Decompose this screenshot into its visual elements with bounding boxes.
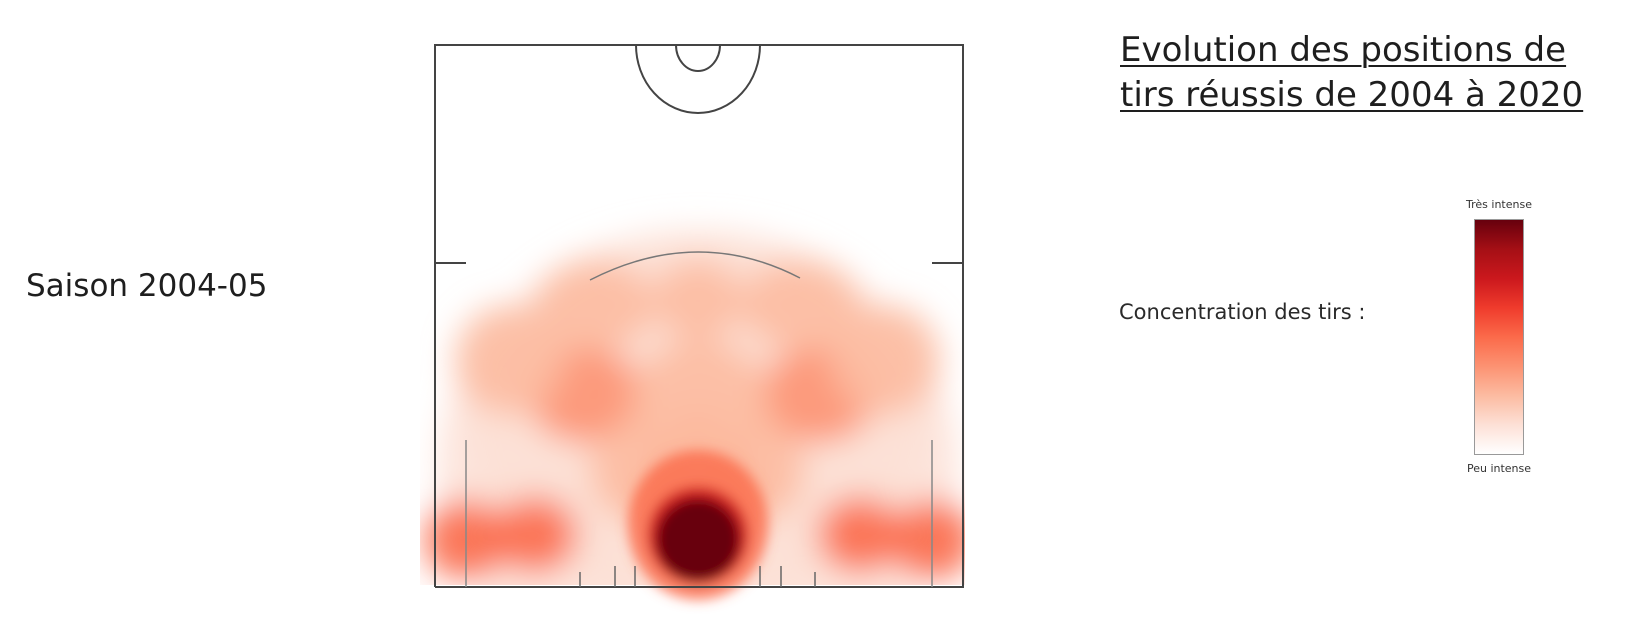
lane-tick-marks — [579, 566, 816, 587]
legend-color-bar — [1474, 219, 1524, 455]
hotspot-three-point-arc — [455, 305, 565, 415]
hotspot-three-point-arc — [830, 305, 940, 415]
shot-heatmap — [424, 44, 965, 600]
three-point-arc — [589, 251, 801, 281]
hotspot-right-baseline-mid-range — [818, 497, 902, 573]
concentration-label: Concentration des tirs : — [1119, 300, 1366, 324]
hotspot-top-of-key — [653, 260, 743, 340]
legend-low-label: Peu intense — [1466, 462, 1532, 475]
hotspot-three-point-arc — [740, 260, 860, 350]
center-circle-inner — [675, 44, 721, 72]
chart-title: Evolution des positions de tirs réussis … — [1120, 28, 1620, 118]
hotspot-restricted-area-3 — [656, 498, 740, 582]
court-outline — [434, 44, 964, 588]
season-label: Saison 2004-05 — [26, 268, 268, 304]
legend-high-label: Très intense — [1466, 198, 1532, 211]
title-line-1: Evolution des positions de — [1120, 30, 1567, 70]
hotspot-three-point-arc — [535, 260, 655, 350]
center-circle-outer — [635, 44, 761, 114]
hotspot-left-baseline-mid-range — [493, 497, 577, 573]
hotspot-right-corner-three — [890, 500, 965, 580]
title-line-2: tirs réussis de 2004 à 2020 — [1120, 75, 1584, 115]
